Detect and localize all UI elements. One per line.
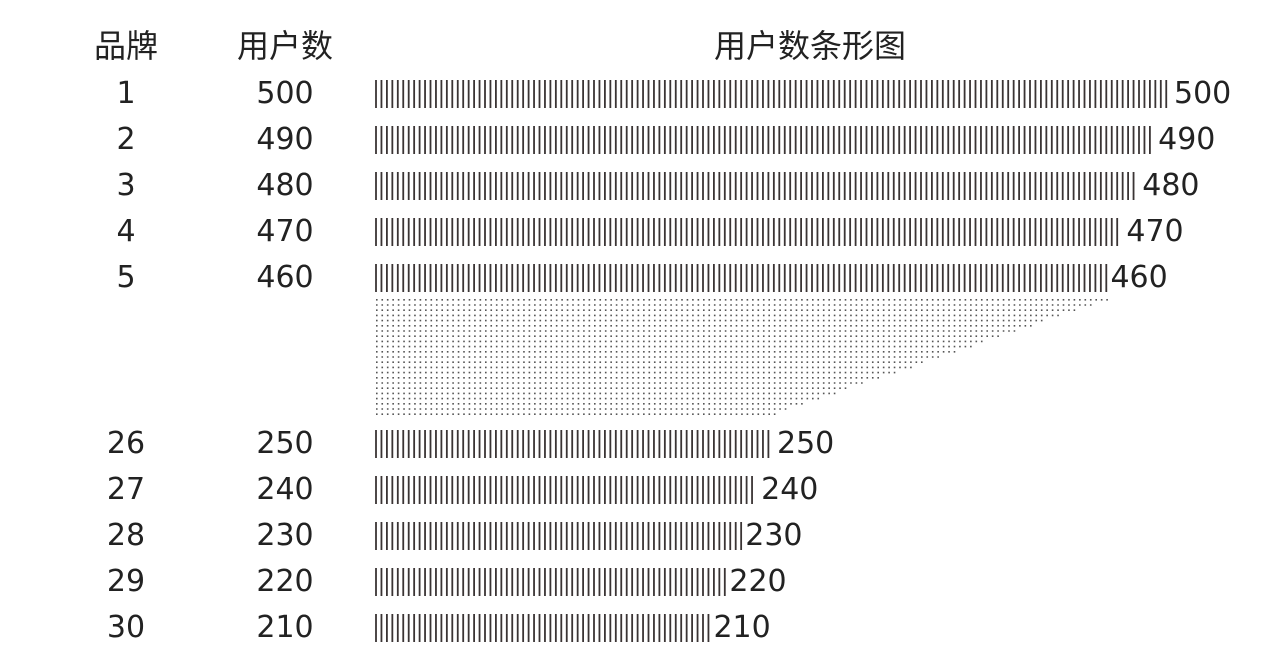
users-cell: 230 (256, 518, 314, 553)
bar (375, 264, 1108, 292)
bar (375, 522, 743, 550)
brand-cell: 2 (116, 122, 136, 157)
users-cell: 240 (256, 472, 314, 507)
bar (375, 218, 1119, 246)
bar-value-label: 460 (1110, 260, 1168, 295)
users-cell: 490 (256, 122, 314, 157)
users-cell: 460 (256, 260, 314, 295)
users-cell: 210 (256, 610, 314, 645)
brand-cell: 1 (116, 76, 136, 111)
brand-cell: 27 (106, 472, 146, 507)
bar-value-label: 480 (1142, 168, 1200, 203)
bar (375, 172, 1135, 200)
users-cell: 250 (256, 426, 314, 461)
brand-cell: 3 (116, 168, 136, 203)
users-cell: 470 (256, 214, 314, 249)
brand-cell: 28 (106, 518, 146, 553)
bar-value-label: 210 (713, 610, 771, 645)
header-brand: 品牌 (93, 27, 159, 65)
users-cell: 220 (256, 564, 314, 599)
bar (375, 568, 726, 596)
header-bar-chart: 用户数条形图 (713, 27, 907, 65)
brand-cell: 29 (106, 564, 146, 599)
brand-cell: 26 (106, 426, 146, 461)
bar (375, 614, 710, 642)
bar (375, 476, 753, 504)
bar-value-label: 240 (761, 472, 819, 507)
header-users: 用户数 (236, 27, 334, 65)
bar (375, 430, 770, 458)
bar-value-label: 500 (1174, 76, 1232, 111)
omitted-rows-dots (376, 299, 1108, 415)
bar (375, 126, 1151, 154)
bar-value-label: 490 (1158, 122, 1216, 157)
bar-value-label: 230 (745, 518, 803, 553)
users-cell: 500 (256, 76, 314, 111)
bar-value-label: 220 (729, 564, 787, 599)
brand-cell: 5 (116, 260, 136, 295)
brand-cell: 4 (116, 214, 136, 249)
users-cell: 480 (256, 168, 314, 203)
brand-cell: 30 (106, 610, 146, 645)
bar-value-label: 250 (777, 426, 835, 461)
bar (375, 80, 1168, 108)
bar-value-label: 470 (1126, 214, 1184, 249)
